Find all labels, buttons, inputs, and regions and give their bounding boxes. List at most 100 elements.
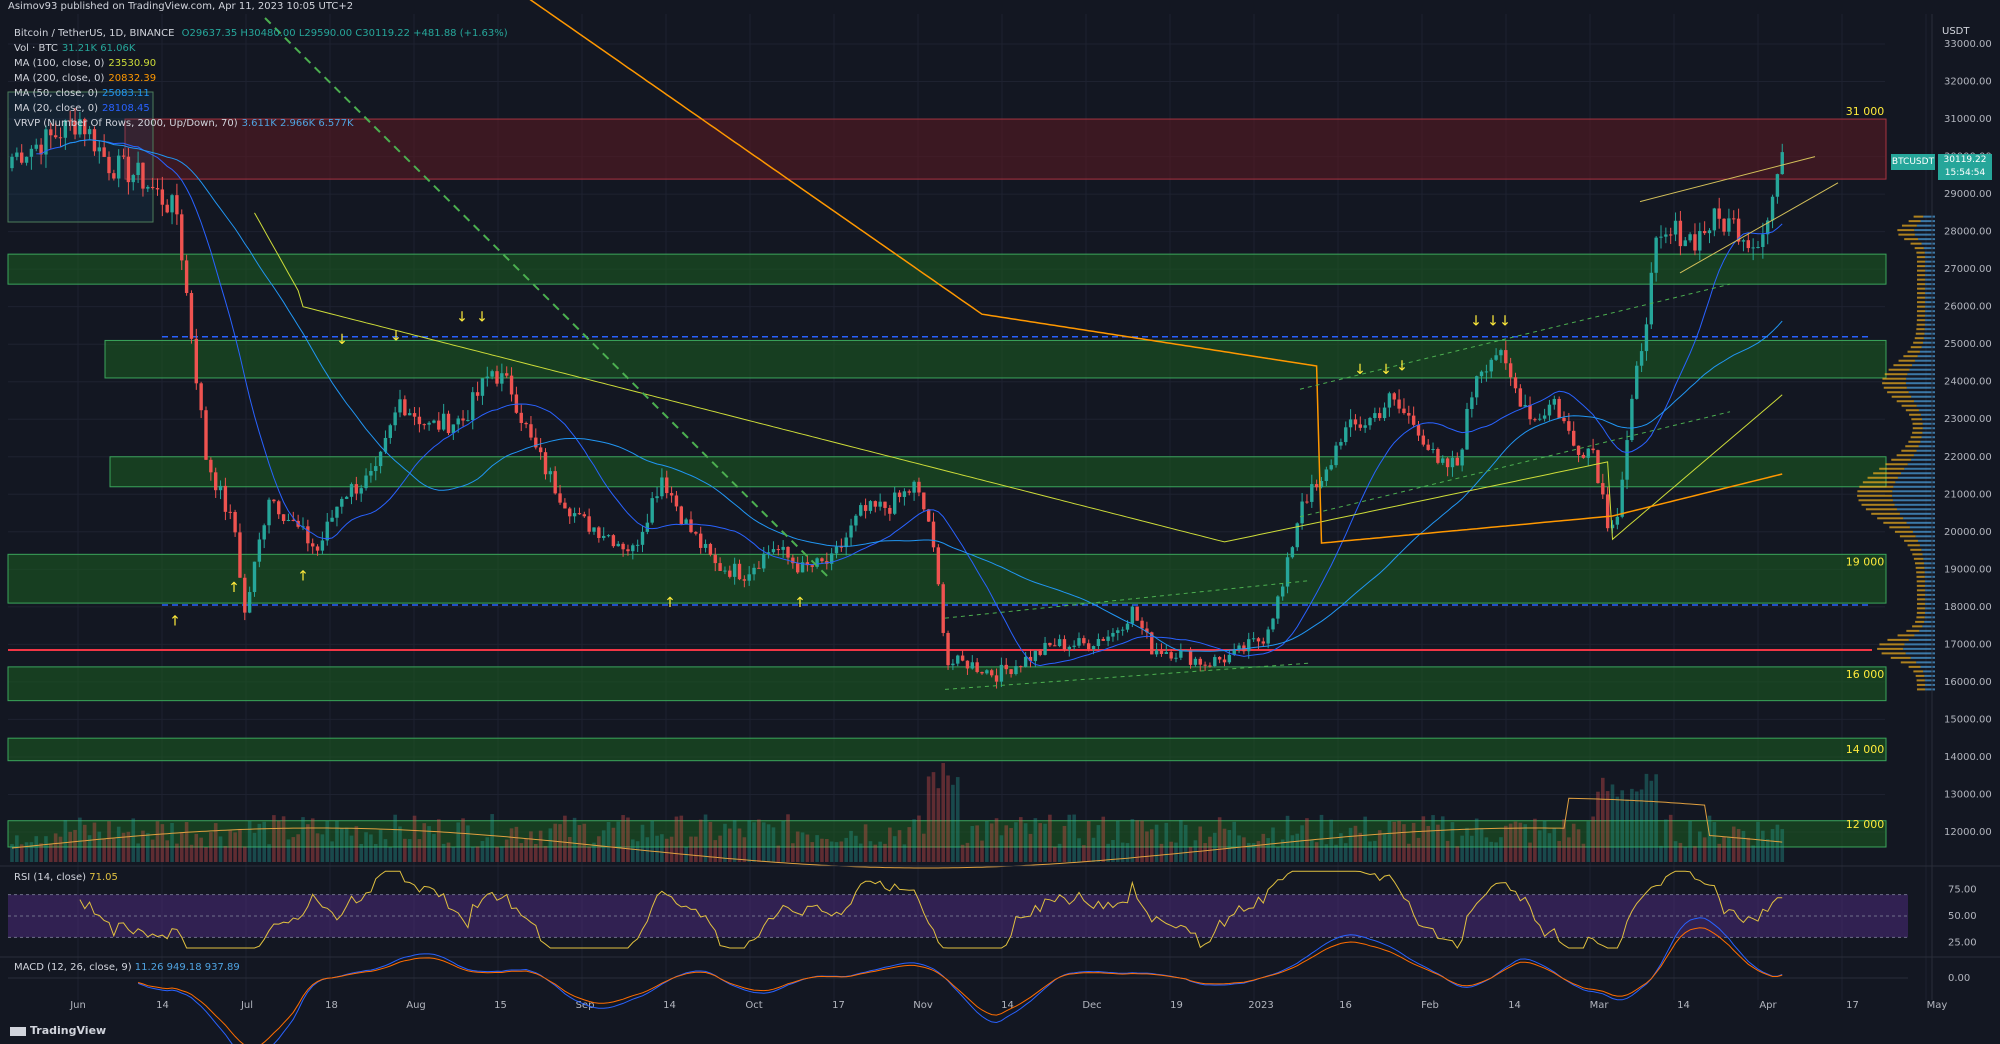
- candle-48: [243, 577, 247, 613]
- candle-185: [907, 491, 911, 493]
- vp-down-24440: [1893, 364, 1913, 367]
- candle-174: [854, 515, 858, 526]
- volume-bar-45: [228, 830, 233, 862]
- vp-up-24440: [1912, 364, 1935, 367]
- candle-243: [1188, 650, 1193, 665]
- candle-304: [1484, 371, 1489, 373]
- y-tick-7: 19000.00: [1944, 564, 1992, 575]
- chart-legend: Bitcoin / TetherUS, 1D, BINANCE O29637.3…: [14, 26, 508, 131]
- x-tick-19: 14: [1677, 1000, 1690, 1011]
- volume-bar-88: [437, 819, 441, 862]
- vp-down-25040: [1913, 341, 1923, 344]
- volume-bar-219: [1072, 814, 1076, 862]
- candle-44: [223, 485, 228, 512]
- candle-135: [665, 477, 669, 494]
- candle-19: [102, 147, 106, 157]
- volume-bar-287: [1402, 824, 1406, 862]
- candle-252: [1232, 649, 1236, 655]
- volume-bar-204: [999, 835, 1004, 862]
- vp-down-20000: [1894, 530, 1913, 533]
- y-tick-3: 15000.00: [1944, 714, 1992, 725]
- volume-bar-237: [1159, 843, 1164, 862]
- volume-bar-302: [1474, 818, 1479, 862]
- volume-bar-191: [936, 788, 941, 862]
- vp-down-22040: [1896, 454, 1914, 457]
- vp-up-24800: [1919, 350, 1935, 353]
- volume-bar-339: [1654, 774, 1658, 862]
- volume-bar-138: [679, 815, 684, 862]
- volume-bar-332: [1620, 790, 1624, 862]
- candle-356: [1736, 218, 1741, 242]
- candle-340: [1659, 236, 1663, 238]
- volume-bar-365: [1780, 829, 1785, 862]
- volume-bar-239: [1169, 841, 1173, 862]
- volume-bar-58: [291, 837, 296, 862]
- volume-bar-269: [1314, 842, 1319, 862]
- candle-219: [1072, 645, 1076, 647]
- volume-bar-188: [922, 833, 926, 862]
- volume-bar-95: [470, 846, 475, 862]
- candle-35: [180, 214, 184, 261]
- volume-bar-103: [509, 828, 514, 862]
- x-tick-3: 18: [325, 1000, 338, 1011]
- candle-296: [1445, 458, 1450, 468]
- y-tick-15: 27000.00: [1944, 264, 1992, 275]
- volume-bar-170: [834, 842, 839, 862]
- candle-202: [990, 670, 994, 676]
- volume-bar-163: [800, 832, 805, 862]
- volume-bar-345: [1683, 846, 1688, 862]
- vp-up-22640: [1922, 431, 1935, 434]
- volume-bar-338: [1649, 780, 1654, 862]
- vp-up-20120: [1909, 526, 1935, 529]
- volume-bar-42: [213, 823, 218, 862]
- y-tick-11: 23000.00: [1944, 414, 1992, 425]
- symbol-label: Bitcoin / TetherUS, 1D, BINANCE: [14, 28, 175, 39]
- volume-bar-207: [1014, 822, 1018, 862]
- candle-109: [538, 447, 543, 453]
- volume-bar-126: [621, 815, 625, 862]
- vp-up-23840: [1906, 386, 1935, 389]
- candle-221: [1082, 638, 1086, 644]
- candle-349: [1702, 231, 1707, 234]
- candle-240: [1174, 657, 1178, 659]
- vrvp-values: 3.611K 2.966K 6.577K: [241, 118, 354, 129]
- volume-bar-248: [1213, 832, 1217, 862]
- vp-up-26360: [1925, 292, 1935, 295]
- volume-bar-142: [698, 819, 703, 862]
- volume-bar-4: [29, 842, 34, 862]
- candle-15: [83, 119, 87, 135]
- vp-up-19160: [1923, 562, 1935, 565]
- volume-bar-257: [1256, 841, 1261, 862]
- candle-287: [1402, 408, 1406, 414]
- tradingview-footer[interactable]: TradingView: [10, 1024, 106, 1037]
- candle-4: [29, 148, 34, 157]
- x-tick-0: Jun: [69, 1000, 86, 1011]
- volume-bar-29: [150, 839, 155, 862]
- candle-267: [1305, 501, 1309, 503]
- candle-64: [320, 540, 325, 551]
- vp-down-21680: [1879, 467, 1905, 470]
- candle-79: [393, 412, 397, 426]
- candle-279: [1363, 425, 1367, 428]
- volume-bar-283: [1382, 833, 1387, 862]
- volume-bar-165: [810, 842, 815, 862]
- volume-bar-288: [1407, 843, 1411, 862]
- vp-up-25280: [1924, 332, 1935, 335]
- candle-36: [184, 260, 189, 294]
- volume-bar-48: [243, 846, 247, 862]
- candle-278: [1358, 424, 1362, 428]
- candle-72: [359, 488, 363, 494]
- volume-bar-322: [1571, 823, 1576, 862]
- candle-33: [170, 195, 174, 213]
- vp-down-16400: [1908, 665, 1921, 668]
- vp-up-22160: [1916, 449, 1935, 452]
- volume-bar-220: [1077, 838, 1081, 862]
- vp-down-25880: [1916, 310, 1926, 313]
- candle-32: [165, 204, 169, 213]
- volume-bar-264: [1290, 835, 1295, 862]
- candle-130: [640, 531, 645, 545]
- candle-3: [24, 156, 29, 163]
- volume-bar-282: [1377, 830, 1382, 862]
- candle-92: [456, 418, 460, 425]
